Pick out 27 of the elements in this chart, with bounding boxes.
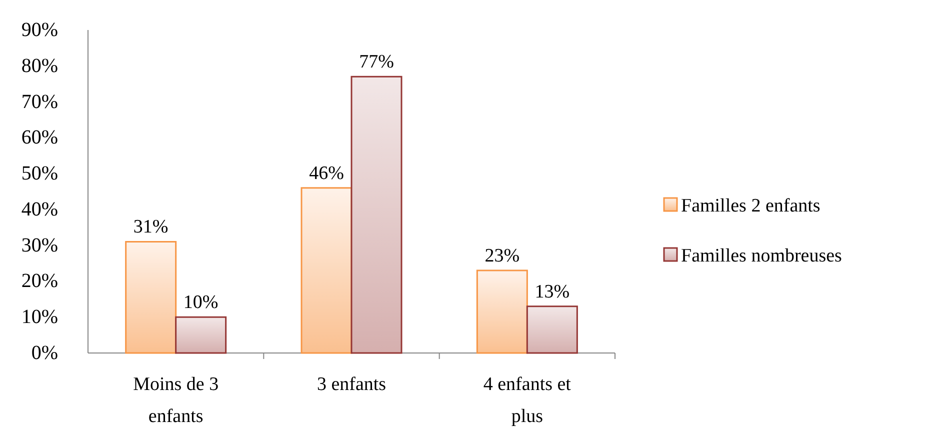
data-label: 13% <box>534 281 570 302</box>
x-tick-label: Moins de 3 enfants <box>133 374 219 427</box>
y-tick-label: 0% <box>31 342 58 364</box>
y-tick-label: 80% <box>21 54 58 77</box>
x-tick-label: 3 enfants <box>316 374 386 395</box>
bar <box>125 240 177 354</box>
bar <box>175 316 227 354</box>
y-tick-label: 90% <box>21 19 58 41</box>
bar <box>300 187 352 354</box>
data-label: 31% <box>133 216 168 238</box>
y-tick-label: 30% <box>21 234 58 256</box>
data-label: 77% <box>359 52 394 73</box>
legend-label: Familles 2 enfants <box>681 196 820 217</box>
y-tick-label: 40% <box>21 198 58 220</box>
data-label: 46% <box>309 162 344 184</box>
data-label: 23% <box>484 245 520 266</box>
y-tick-label: 20% <box>21 270 58 292</box>
bar <box>476 270 528 354</box>
y-tick-label: 50% <box>21 162 58 185</box>
bar <box>526 306 578 354</box>
data-label: 10% <box>183 292 218 314</box>
y-tick-label: 10% <box>21 306 58 328</box>
x-tick-label: 4 enfants et plus <box>483 374 572 427</box>
bar <box>350 76 402 354</box>
y-tick-label: 70% <box>21 90 58 113</box>
y-tick-label: 60% <box>21 126 58 149</box>
legend-label: Familles nombreuses <box>681 246 842 267</box>
